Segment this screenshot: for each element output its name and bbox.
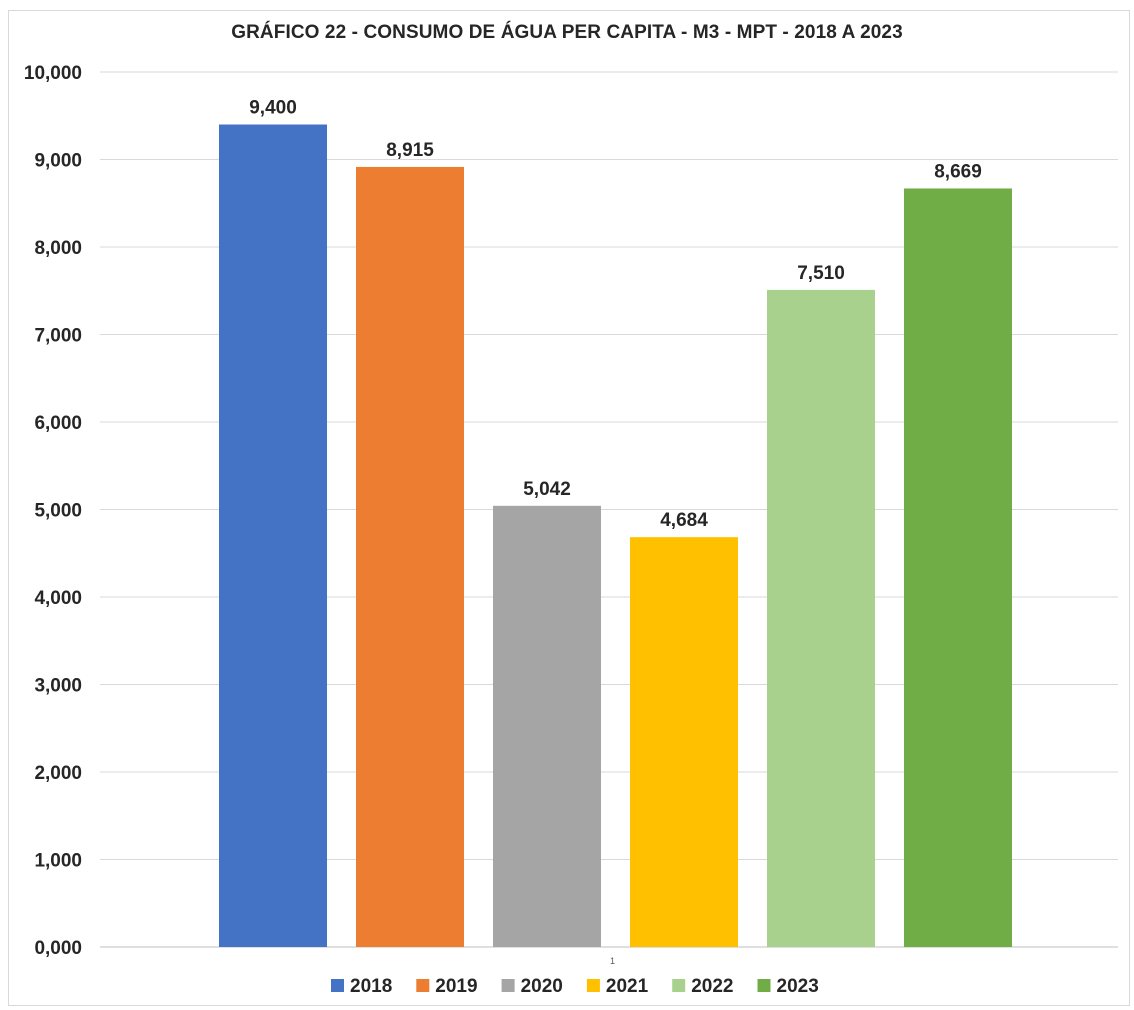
data-label-2023: 8,669 — [934, 161, 982, 182]
y-tick-label: 0,000 — [34, 938, 82, 959]
legend-label: 2021 — [606, 976, 649, 997]
legend-label: 2018 — [350, 976, 392, 997]
data-label-2020: 5,042 — [523, 479, 571, 500]
y-tick-label: 2,000 — [34, 763, 82, 784]
data-label-2018: 9,400 — [249, 98, 297, 119]
legend-item-2018: 2018 — [331, 976, 392, 997]
y-tick-label: 3,000 — [34, 676, 82, 697]
bar-2021 — [630, 537, 738, 947]
legend-swatch — [331, 979, 344, 992]
y-tick-label: 1,000 — [34, 851, 82, 872]
bar-2020 — [493, 505, 601, 947]
legend-label: 2022 — [691, 976, 733, 997]
data-label-2019: 8,915 — [386, 140, 434, 161]
legend-swatch — [416, 979, 430, 992]
y-tick-label: 10,000 — [24, 63, 82, 84]
legend-item-2023: 2023 — [757, 976, 819, 997]
legend: 2018 2019 2020 2021 2022 2023 — [331, 976, 819, 997]
y-tick-label: 5,000 — [34, 501, 82, 522]
legend-label: 2019 — [435, 976, 477, 997]
legend-swatch — [757, 979, 771, 992]
bar-2022 — [767, 289, 875, 947]
legend-label: 2023 — [777, 976, 819, 997]
y-tick-label: 6,000 — [34, 413, 82, 434]
y-tick-label: 9,000 — [34, 151, 82, 172]
data-label-2022: 7,510 — [797, 263, 845, 284]
x-axis: 1 — [610, 956, 615, 966]
legend-label: 2020 — [521, 976, 563, 997]
bar-2019 — [356, 166, 464, 947]
legend-item-2021: 2021 — [586, 976, 649, 997]
y-tick-label: 4,000 — [34, 588, 82, 609]
y-tick-label: 8,000 — [34, 238, 82, 259]
y-tick-label: 7,000 — [34, 326, 82, 347]
bar-2018 — [219, 124, 327, 947]
y-axis: 0,000 1,000 2,000 3,000 4,000 5,000 6,000 7,000… — [24, 63, 82, 959]
legend-swatch — [586, 979, 600, 992]
legend-swatch — [501, 979, 515, 992]
chart-title: GRÁFICO 22 - CONSUMO DE ÁGUA PER CAPITA … — [231, 22, 903, 43]
data-label-2021: 4,684 — [660, 510, 708, 531]
legend-swatch — [672, 979, 686, 992]
x-category-label: 1 — [610, 956, 615, 966]
bars: 9,400 8,915 5,042 4,684 7,510 8,669 — [219, 98, 1012, 947]
bar-2023 — [904, 188, 1012, 947]
legend-item-2020: 2020 — [501, 976, 563, 997]
legend-item-2019: 2019 — [416, 976, 478, 997]
legend-item-2022: 2022 — [672, 976, 733, 997]
